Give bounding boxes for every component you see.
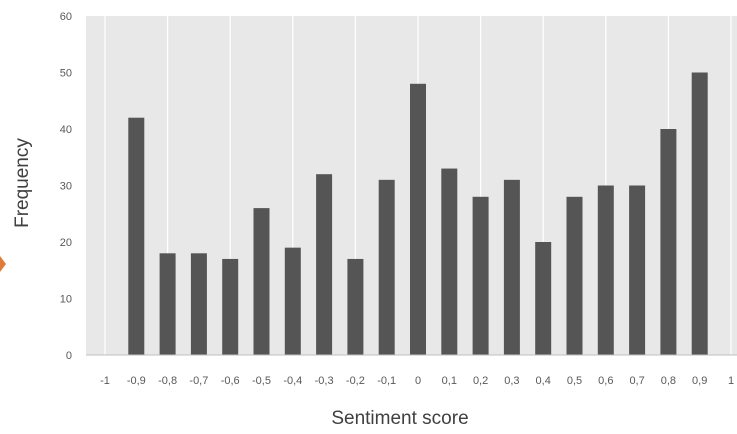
x-tick-label: 1 xyxy=(728,375,734,387)
bar xyxy=(253,208,270,355)
x-tick-label: 0,6 xyxy=(598,375,613,387)
bar xyxy=(472,196,489,355)
x-tick-label: -0,6 xyxy=(221,375,240,387)
bar xyxy=(441,168,458,355)
x-axis-title: Sentiment score xyxy=(331,408,468,429)
x-tick-label: 0,2 xyxy=(473,375,488,387)
bar xyxy=(629,185,646,355)
bar xyxy=(316,174,333,355)
bar xyxy=(691,72,708,355)
x-tick-label: 0,5 xyxy=(567,375,582,387)
x-tick-label: -0,4 xyxy=(283,375,302,387)
x-tick-label: -0,8 xyxy=(158,375,177,387)
y-tick-label: 0 xyxy=(66,350,72,362)
bar xyxy=(535,242,552,355)
y-tick-label: 60 xyxy=(60,11,72,23)
bar xyxy=(597,185,614,355)
x-tick-label: 0 xyxy=(415,375,421,387)
bar xyxy=(222,258,239,355)
x-tick-label: -1 xyxy=(100,375,110,387)
bar xyxy=(347,258,364,355)
x-tick-label: 0,7 xyxy=(629,375,644,387)
y-tick-label: 40 xyxy=(60,124,72,136)
y-axis-title: Frequency xyxy=(12,138,33,228)
bar xyxy=(566,196,583,355)
x-tick-label: 0,4 xyxy=(536,375,551,387)
bar xyxy=(284,247,301,355)
bar xyxy=(660,129,677,355)
y-tick-label: 20 xyxy=(60,237,72,249)
x-tick-labels: -1 -0,9 -0,8 -0,7 -0,6 -0,5 -0,4 -0,3 -0,2 -0,1 0 0… xyxy=(100,375,734,387)
y-tick-label: 10 xyxy=(60,294,72,306)
bar xyxy=(190,253,207,355)
x-tick-label: 0,8 xyxy=(661,375,676,387)
y-tick-label: 30 xyxy=(60,181,72,193)
x-tick-label: -0,9 xyxy=(127,375,146,387)
x-tick-label: -0,7 xyxy=(189,375,208,387)
bars xyxy=(128,72,708,356)
x-tick-label: -0,5 xyxy=(252,375,271,387)
bar xyxy=(128,117,145,355)
y-tick-label: 50 xyxy=(60,68,72,80)
x-tick-label: -0,3 xyxy=(315,375,334,387)
bar xyxy=(410,83,426,356)
x-tick-label: 0,3 xyxy=(504,375,519,387)
x-tick-label: -0,2 xyxy=(346,375,365,387)
y-tick-labels: 0 10 20 30 40 50 60 xyxy=(60,11,72,362)
bar xyxy=(159,253,176,355)
bar xyxy=(378,179,395,355)
bar xyxy=(503,179,520,355)
x-tick-label: 0,1 xyxy=(442,375,457,387)
x-tick-label: -0,1 xyxy=(377,375,396,387)
x-tick-label: 0,9 xyxy=(692,375,707,387)
orange-edge-marker xyxy=(0,256,6,272)
